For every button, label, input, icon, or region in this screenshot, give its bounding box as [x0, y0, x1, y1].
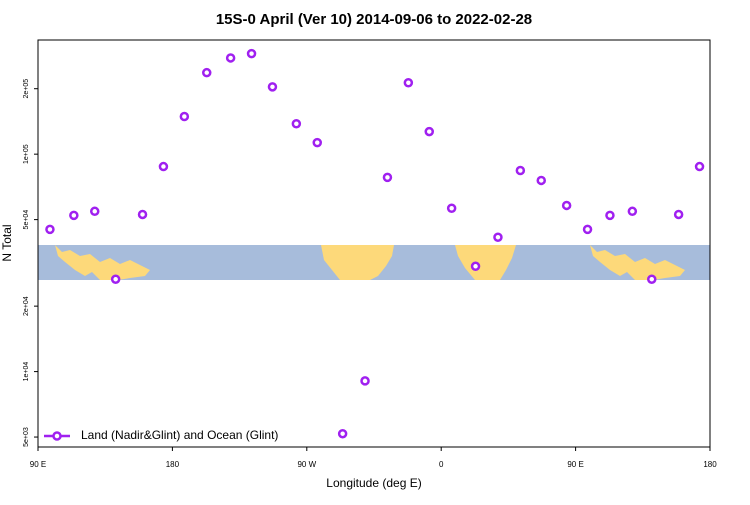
point: [446, 203, 457, 213]
point: [403, 78, 414, 88]
point: [225, 53, 236, 63]
point: [493, 232, 503, 242]
y-tick-label: 5e+04: [23, 210, 30, 230]
point: [561, 200, 572, 211]
legend-marker: [52, 431, 62, 441]
point: [291, 118, 302, 129]
point: [312, 137, 323, 148]
x-tick-label: 0: [439, 460, 444, 469]
point: [627, 206, 638, 217]
point: [470, 261, 481, 272]
map-band: [38, 245, 710, 280]
point: [45, 224, 55, 235]
point: [137, 209, 148, 220]
plot-frame: [37, 39, 711, 448]
legend-label: Land (Nadir&Glint) and Ocean (Glint): [81, 428, 278, 442]
y-tick-label: 5e+03: [23, 427, 30, 447]
land: [55, 245, 150, 280]
land: [455, 245, 516, 280]
x-tick-label: 90 W: [297, 460, 316, 469]
point: [647, 274, 657, 284]
point: [110, 274, 121, 284]
point: [673, 209, 684, 220]
point: [536, 175, 547, 186]
point: [201, 67, 212, 78]
point: [515, 165, 526, 176]
point: [360, 376, 370, 386]
y-tick-label: 1e+04: [23, 362, 30, 382]
point: [424, 126, 435, 137]
point: [69, 210, 79, 221]
point: [267, 82, 278, 92]
x-tick-label: 90 E: [30, 460, 46, 469]
point: [89, 206, 100, 217]
x-tick-label: 180: [166, 460, 180, 469]
y-axis-label: N Total: [0, 224, 14, 261]
land: [321, 245, 394, 280]
x-axis-label: Longitude (deg E): [326, 476, 421, 490]
land: [590, 245, 685, 280]
x-tick-label: 180: [703, 460, 717, 469]
point: [246, 48, 257, 59]
y-tick-label: 1e+05: [23, 144, 30, 164]
point: [382, 172, 393, 183]
y-tick-label: 2e+04: [23, 296, 30, 316]
point: [337, 428, 348, 439]
point: [179, 111, 190, 122]
point: [582, 224, 593, 235]
point: [694, 161, 705, 172]
point: [158, 161, 169, 172]
y-tick-label: 2e+05: [23, 79, 30, 99]
x-tick-label: 90 E: [567, 460, 583, 469]
chart-title: 15S-0 April (Ver 10) 2014-09-06 to 2022-…: [216, 11, 532, 28]
point: [605, 210, 615, 221]
